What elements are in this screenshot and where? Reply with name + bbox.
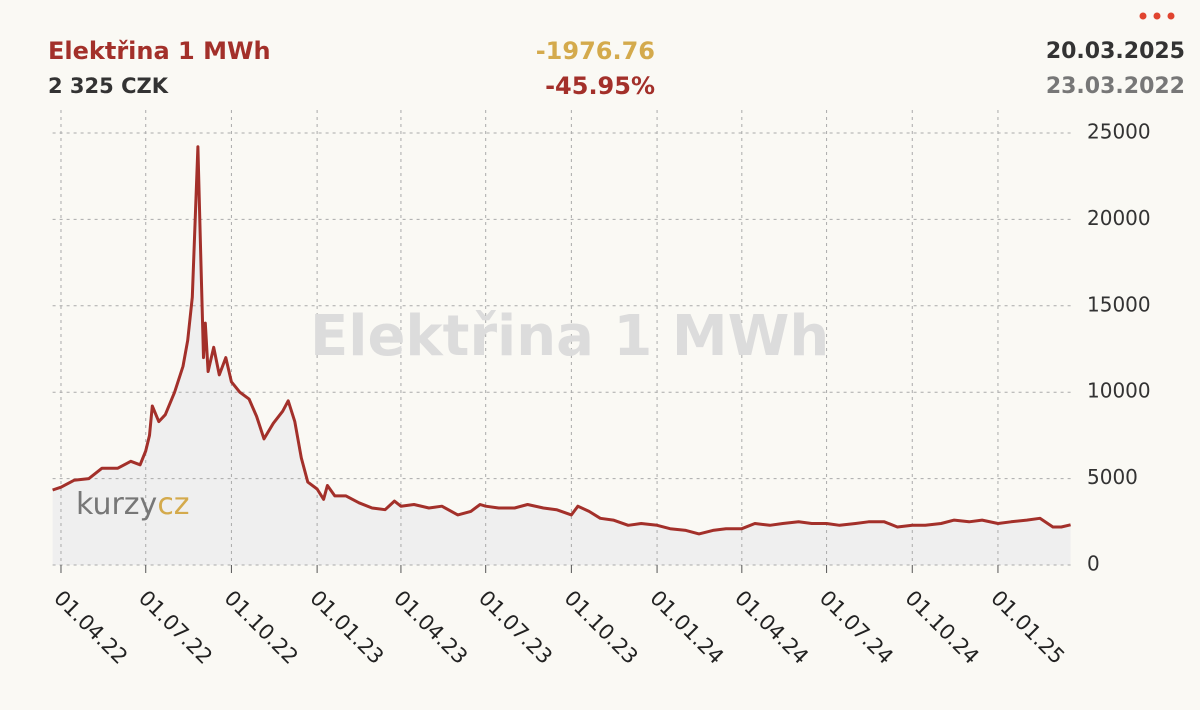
date-end: 20.03.2025 — [1046, 39, 1185, 64]
logo: kurzycz — [76, 487, 190, 522]
logo-right: cz — [157, 487, 189, 522]
price: 2 325 CZK — [48, 74, 169, 98]
menu-button[interactable] — [1139, 12, 1175, 20]
change: -1976.76 — [536, 37, 655, 65]
menu-dot — [1153, 12, 1161, 20]
y-tick-label: 0 — [1087, 552, 1100, 576]
watermark: Elektřina 1 MWh — [310, 304, 829, 369]
date-start: 23.03.2022 — [1046, 74, 1185, 99]
y-tick-label: 20000 — [1087, 206, 1151, 230]
line — [52, 145, 1071, 536]
title: Elektřina 1 MWh — [48, 37, 271, 65]
y-tick-label: 15000 — [1087, 292, 1151, 316]
menu-dot — [1167, 12, 1175, 20]
logo-left: kurzy — [76, 487, 157, 522]
y-tick-label: 10000 — [1087, 379, 1151, 403]
change-percent: -45.95% — [545, 72, 655, 100]
menu-dot — [1139, 12, 1147, 20]
y-tick-label: 25000 — [1087, 120, 1151, 144]
y-tick-label: 5000 — [1087, 465, 1138, 489]
